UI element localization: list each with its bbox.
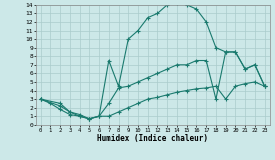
X-axis label: Humidex (Indice chaleur): Humidex (Indice chaleur) <box>97 134 208 143</box>
